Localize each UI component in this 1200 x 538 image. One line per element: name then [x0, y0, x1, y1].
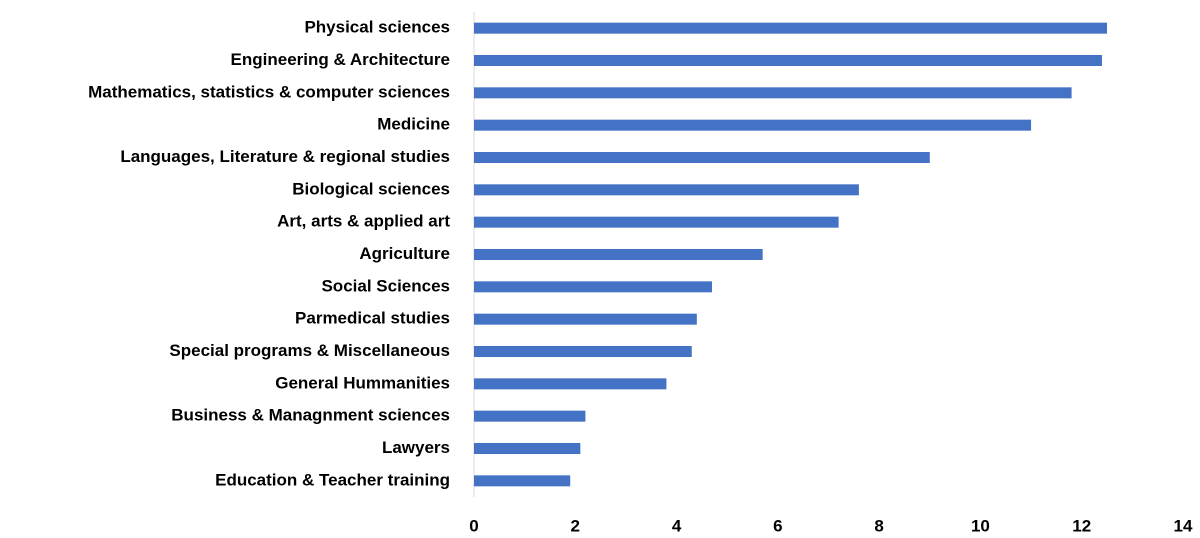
y-tick-label: Social Sciences — [321, 276, 450, 295]
bar — [474, 216, 839, 228]
bar — [474, 346, 692, 357]
bar — [474, 475, 571, 487]
bar — [474, 87, 1072, 99]
bar — [474, 281, 713, 293]
x-tick-label: 2 — [571, 516, 580, 535]
bar — [474, 22, 1108, 34]
y-tick-label: Languages, Literature & regional studies — [120, 147, 450, 166]
y-tick-label: Medicine — [377, 115, 450, 134]
bar — [474, 410, 586, 422]
y-tick-label: Special programs & Miscellaneous — [169, 341, 450, 360]
bar — [474, 184, 859, 196]
y-tick-label: Mathematics, statistics & computer scien… — [88, 82, 450, 101]
x-tick-label: 10 — [971, 516, 990, 535]
y-tick-label: General Hummanities — [275, 373, 450, 392]
bar — [474, 249, 763, 260]
x-tick-label: 0 — [469, 516, 478, 535]
x-tick-label: 4 — [672, 516, 682, 535]
bar — [474, 152, 930, 163]
bar — [474, 119, 1032, 131]
bar — [474, 55, 1102, 66]
y-tick-label: Art, arts & applied art — [277, 212, 450, 231]
y-tick-label: Parmedical studies — [295, 309, 450, 328]
bar — [474, 443, 581, 454]
y-tick-label: Biological sciences — [292, 179, 450, 198]
bar — [474, 313, 697, 325]
x-tick-label: 6 — [773, 516, 782, 535]
bar — [474, 378, 667, 390]
y-tick-label: Education & Teacher training — [215, 470, 450, 489]
x-tick-label: 12 — [1072, 516, 1091, 535]
y-tick-label: Physical sciences — [304, 18, 450, 37]
y-tick-label: Lawyers — [382, 438, 450, 457]
y-tick-label: Engineering & Architecture — [231, 50, 450, 69]
x-tick-label: 14 — [1174, 516, 1193, 535]
x-tick-label: 8 — [874, 516, 883, 535]
y-tick-label: Agriculture — [359, 244, 450, 263]
y-tick-label: Business & Managnment sciences — [171, 406, 450, 425]
